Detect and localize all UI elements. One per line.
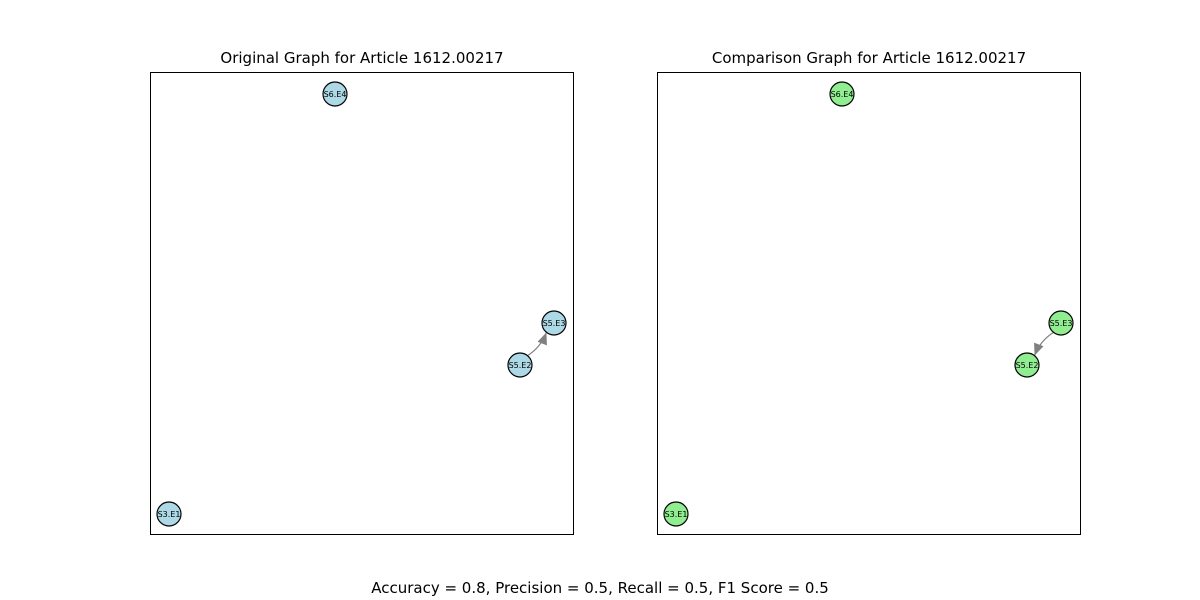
graph-node: S5.E3 bbox=[1048, 310, 1074, 336]
graph-node: S3.E1 bbox=[156, 501, 182, 527]
node-label: S6.E4 bbox=[831, 90, 854, 99]
node-circle bbox=[1014, 352, 1040, 378]
graph-node: S5.E2 bbox=[507, 352, 533, 378]
node-label: S5.E3 bbox=[1050, 319, 1073, 328]
node-circle bbox=[156, 501, 182, 527]
node-circle bbox=[507, 352, 533, 378]
node-circle bbox=[829, 81, 855, 107]
original-graph-title: Original Graph for Article 1612.00217 bbox=[220, 49, 504, 67]
graph-node: S3.E1 bbox=[663, 501, 689, 527]
node-circle bbox=[663, 501, 689, 527]
comparison-graph-title: Comparison Graph for Article 1612.00217 bbox=[711, 49, 1027, 67]
node-label: S3.E1 bbox=[158, 510, 181, 519]
graph-node: S6.E4 bbox=[322, 81, 348, 107]
node-circle bbox=[322, 81, 348, 107]
edge-arrowhead bbox=[1034, 342, 1044, 356]
graph-node: S5.E2 bbox=[1014, 352, 1040, 378]
metrics-summary: Accuracy = 0.8, Precision = 0.5, Recall … bbox=[371, 579, 829, 597]
comparison-graph-canvas: S6.E4 S5.E3 S5.E2 S3.E1 bbox=[663, 81, 1074, 527]
graph-node: S5.E3 bbox=[541, 310, 567, 336]
original-graph-panel: S6.E4 S5.E3 S5.E2 S3.E1 bbox=[150, 72, 574, 535]
original-graph-canvas: S6.E4 S5.E3 S5.E2 S3.E1 bbox=[156, 81, 567, 527]
node-label: S6.E4 bbox=[324, 90, 347, 99]
graph-node: S6.E4 bbox=[829, 81, 855, 107]
node-label: S3.E1 bbox=[665, 510, 688, 519]
node-label: S5.E2 bbox=[1016, 361, 1039, 370]
node-circle bbox=[541, 310, 567, 336]
edge-arrowhead bbox=[537, 332, 547, 346]
comparison-graph-panel: S6.E4 S5.E3 S5.E2 S3.E1 bbox=[657, 72, 1081, 535]
node-label: S5.E3 bbox=[543, 319, 566, 328]
node-label: S5.E2 bbox=[509, 361, 532, 370]
node-circle bbox=[1048, 310, 1074, 336]
